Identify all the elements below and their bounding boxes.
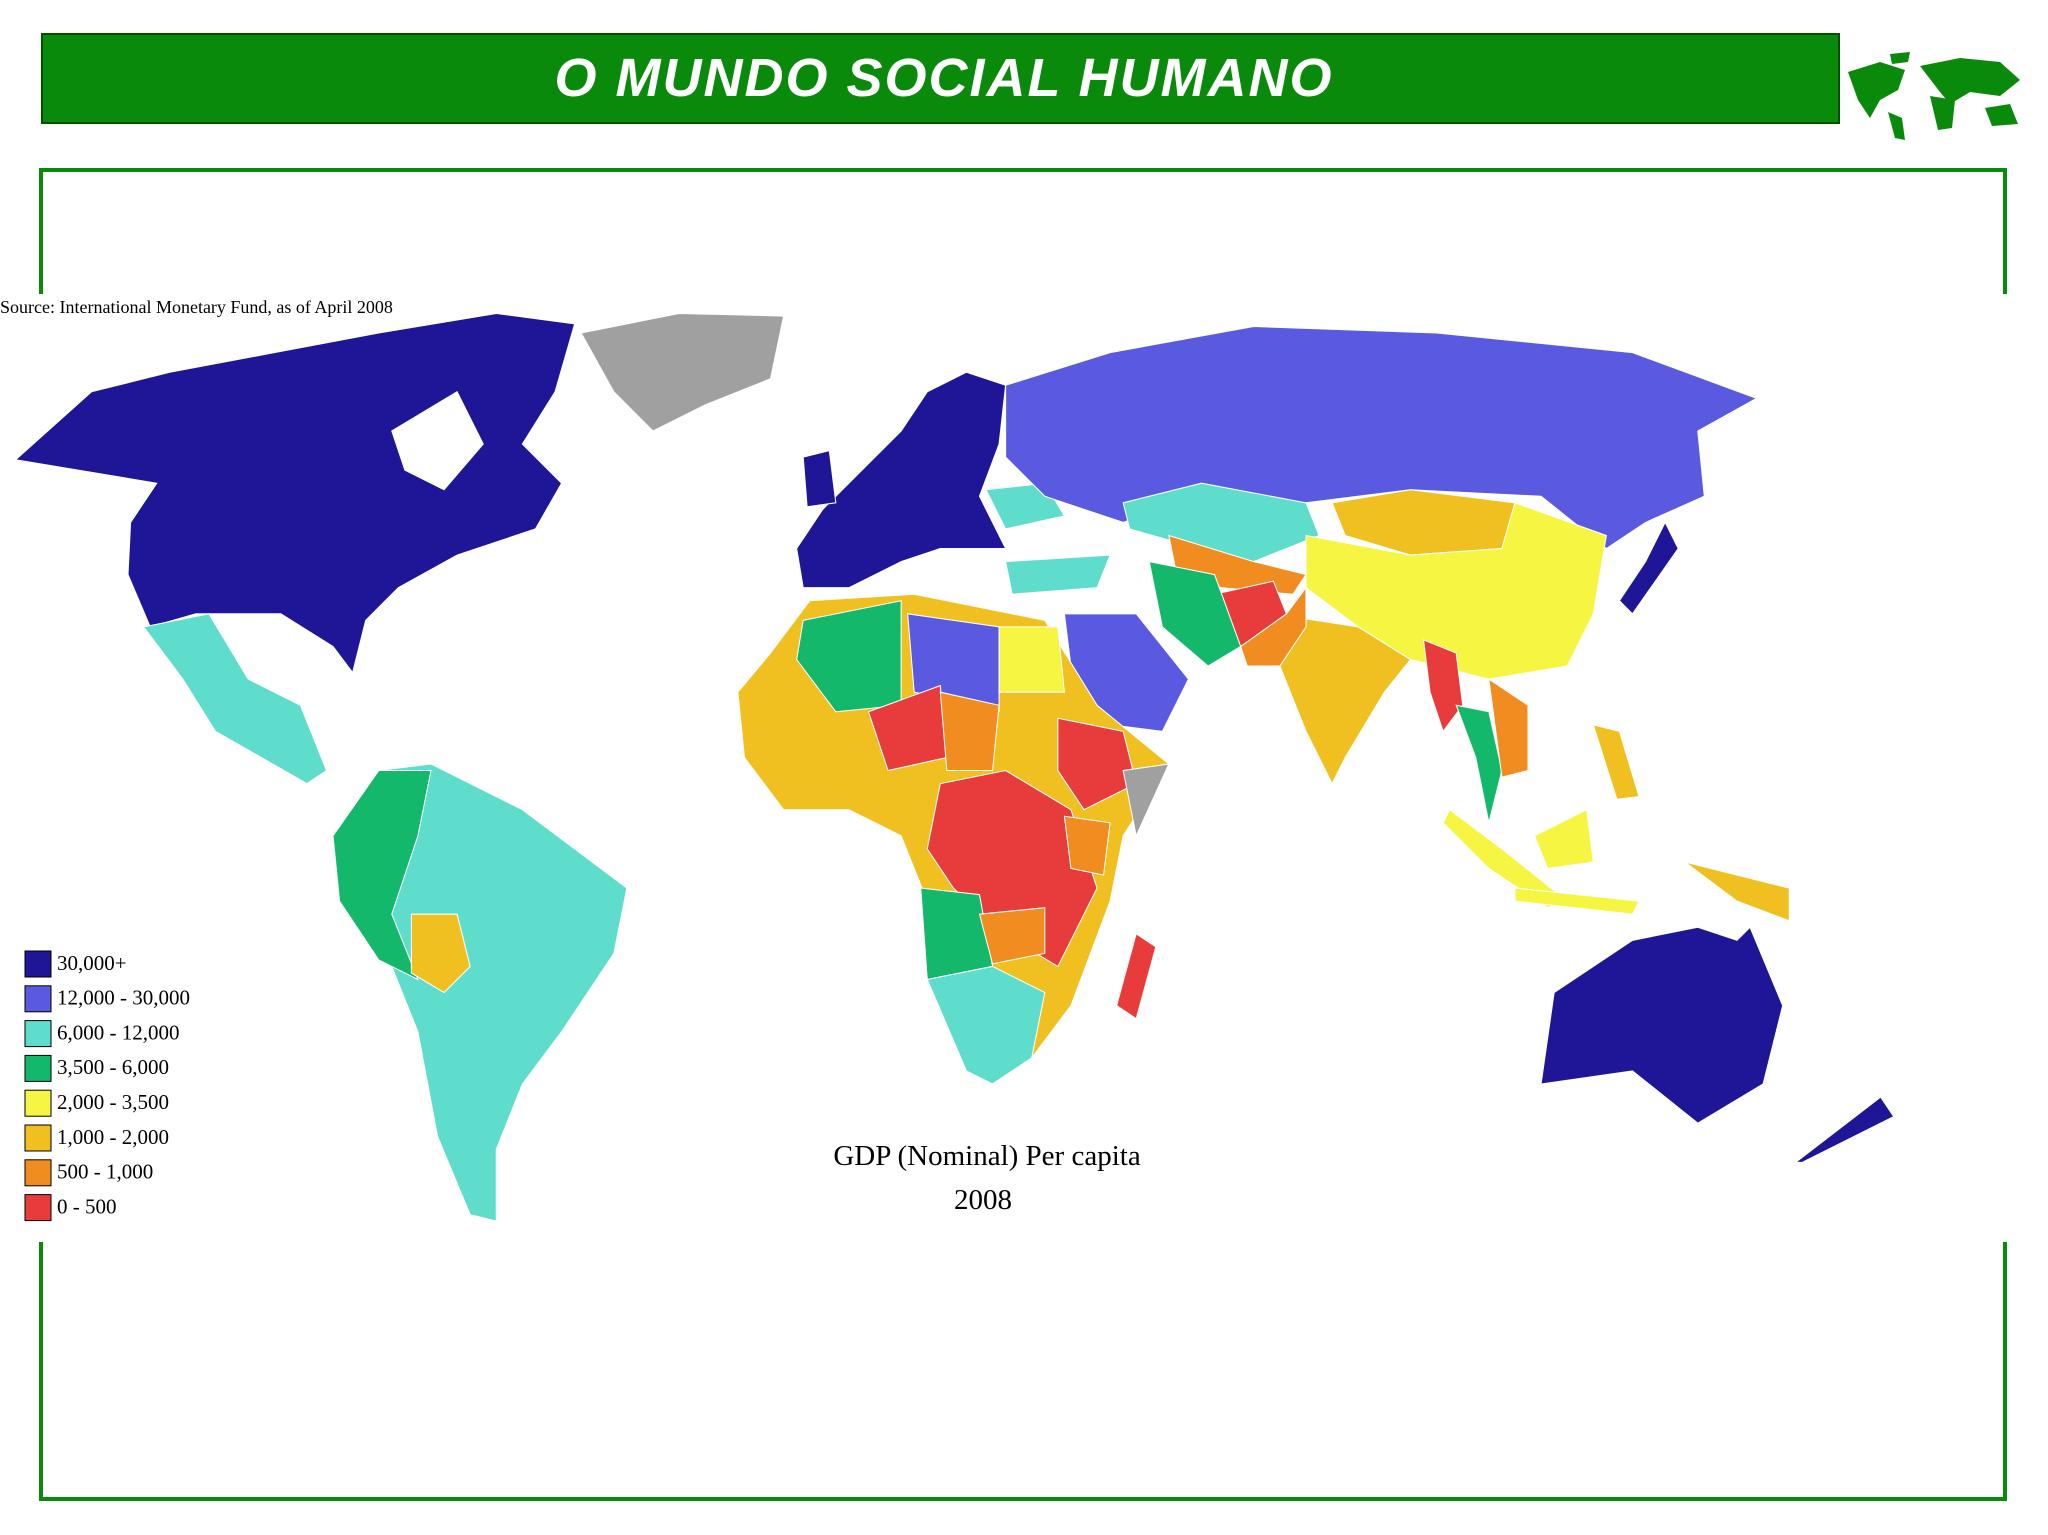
map-year: 2008	[954, 1184, 1012, 1216]
map-source: Source: International Monetary Fund, as …	[0, 297, 393, 317]
bolivia	[410, 913, 471, 994]
egypt	[998, 626, 1065, 693]
legend-label: 30,000+	[57, 951, 127, 975]
legend-swatch	[24, 985, 52, 1013]
new-zealand	[1794, 1096, 1895, 1163]
southern-africa	[926, 965, 1046, 1085]
central-africa	[926, 769, 1098, 968]
legend-swatch	[24, 1089, 52, 1117]
hudson-bay	[391, 391, 484, 491]
legend-swatch	[24, 1054, 52, 1082]
europe	[796, 371, 1007, 589]
world-map	[14, 312, 1895, 1222]
java	[1514, 887, 1640, 915]
algeria	[796, 600, 902, 713]
legend-label: 1,000 - 2,000	[57, 1125, 169, 1149]
globe-icon	[1848, 52, 2020, 140]
britain	[802, 449, 837, 508]
andes-countries	[332, 770, 432, 981]
somalia	[1122, 763, 1170, 838]
legend-label: 3,500 - 6,000	[57, 1055, 169, 1079]
australia	[1540, 926, 1784, 1124]
header-title: O MUNDO SOCIAL HUMANO	[555, 48, 1334, 108]
legend-label: 2,000 - 3,500	[57, 1090, 169, 1114]
indochina	[1488, 678, 1529, 778]
map-title: GDP (Nominal) Per capita	[833, 1140, 1141, 1172]
legend-label: 500 - 1,000	[57, 1160, 153, 1184]
legend-swatch	[24, 1194, 52, 1222]
legend-label: 12,000 - 30,000	[57, 986, 190, 1010]
legend: 30,000+ 12,000 - 30,000 6,000 - 12,000 3,50…	[24, 950, 190, 1222]
legend-label: 6,000 - 12,000	[57, 1020, 180, 1044]
legend-swatch	[24, 950, 52, 978]
zambia	[978, 907, 1046, 965]
greenland	[580, 312, 785, 432]
sahel-east	[939, 691, 1000, 772]
sumatra	[1442, 808, 1569, 909]
ethiopia	[1057, 717, 1137, 811]
myanmar	[1422, 639, 1464, 733]
legend-swatch	[24, 1020, 52, 1048]
legend-label: 0 - 500	[57, 1194, 117, 1218]
new-guinea	[1684, 861, 1790, 922]
philippines	[1592, 724, 1640, 800]
china	[1305, 502, 1607, 680]
borneo	[1533, 808, 1594, 870]
thailand	[1455, 704, 1503, 823]
libya	[907, 613, 1000, 713]
india	[1272, 613, 1412, 785]
madagascar	[1116, 932, 1157, 1020]
header-bar	[41, 33, 1840, 124]
central-america	[142, 613, 328, 785]
japan	[1618, 521, 1679, 615]
legend-swatch	[24, 1159, 52, 1187]
north-america	[14, 312, 576, 674]
east-africa	[1063, 815, 1111, 876]
legend-swatch	[24, 1124, 52, 1152]
iran	[1148, 560, 1242, 667]
turkey	[1004, 554, 1111, 595]
kazakhstan	[1122, 482, 1320, 563]
